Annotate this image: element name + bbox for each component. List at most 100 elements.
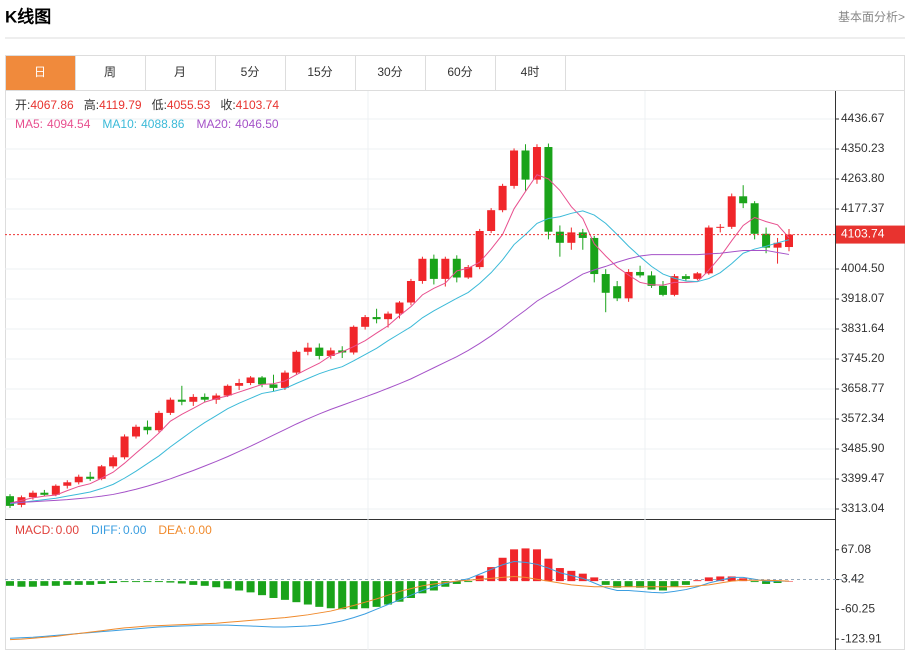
y-tick-label: 3831.64	[841, 321, 885, 335]
macd-bar	[315, 581, 324, 607]
candle-body	[475, 231, 484, 268]
tab[interactable]	[145, 55, 216, 91]
tab-label[interactable]: 30分	[377, 65, 402, 79]
macd-bar	[154, 581, 163, 583]
macd-line	[9, 575, 790, 641]
candle-body	[716, 226, 725, 228]
candle-body	[555, 231, 564, 243]
macd-bar	[200, 581, 209, 586]
tab-label[interactable]: 4时	[521, 65, 540, 79]
macd-bar	[418, 581, 427, 594]
tab-label[interactable]: 周	[104, 65, 116, 79]
macd-bar	[693, 580, 702, 582]
tab[interactable]	[355, 55, 426, 91]
candle-body	[441, 258, 450, 279]
fundamental-link[interactable]: 基本面分析>	[838, 10, 905, 24]
macd-bar	[578, 573, 587, 582]
y-tick-label: 4436.67	[841, 111, 885, 125]
tab-label[interactable]: 5分	[241, 65, 260, 79]
macd-bar	[6, 581, 14, 586]
tab[interactable]	[75, 55, 146, 91]
tab-label[interactable]: 日	[34, 65, 46, 79]
macd-bar	[120, 581, 129, 583]
macd-bar	[17, 581, 26, 587]
macd-bar	[406, 581, 415, 598]
info-value: 4103.74	[236, 98, 280, 112]
tab[interactable]	[495, 55, 566, 91]
macd-bar	[269, 581, 278, 598]
macd-bar	[624, 581, 633, 587]
y-tick-label: 3745.20	[841, 351, 885, 365]
y-tick-label: 4177.37	[841, 201, 885, 215]
macd-bar	[189, 581, 198, 585]
tab-label[interactable]: 60分	[447, 65, 472, 79]
macd-bar	[670, 581, 679, 587]
macd-bar	[750, 581, 759, 583]
candle-body	[361, 317, 370, 327]
tab-label[interactable]: 15分	[307, 65, 332, 79]
macd-bar	[86, 581, 95, 585]
macd-bar	[727, 576, 736, 582]
candle-body	[143, 426, 152, 431]
info-label: 开:	[15, 98, 30, 112]
candle-body	[750, 203, 759, 234]
macd-bar	[40, 581, 49, 586]
y-tick-label: 3485.90	[841, 441, 885, 455]
candle-body	[647, 275, 656, 286]
y-tick-label: 3572.34	[841, 411, 885, 425]
candle-body	[487, 210, 496, 232]
candle-body	[578, 232, 587, 238]
macd-bar	[555, 568, 564, 582]
candle-body	[406, 280, 415, 303]
info-value: 4055.53	[167, 98, 211, 112]
macd-bar	[223, 581, 232, 589]
candle-body	[636, 271, 645, 276]
macd-bar	[177, 581, 186, 584]
candle-body	[590, 237, 599, 275]
macd-bar	[384, 581, 393, 605]
y-tick-label: 4263.80	[841, 171, 885, 185]
macd-bar	[521, 548, 530, 582]
candle-body	[51, 485, 60, 495]
legend-value: 4094.54	[47, 117, 91, 131]
candle-body	[97, 466, 106, 479]
candle-body	[773, 242, 782, 248]
candle-body	[154, 412, 163, 431]
tab-label[interactable]: 月	[174, 65, 186, 79]
macd-bar	[212, 581, 221, 588]
macd-bar	[51, 581, 60, 586]
candle-body	[326, 350, 335, 356]
candle-body	[532, 147, 541, 180]
macd-bar	[280, 581, 289, 600]
macd-bar	[429, 581, 438, 591]
macd-bar	[258, 581, 267, 596]
macd-bar	[613, 581, 622, 588]
macd-bar	[74, 581, 83, 585]
y-tick-label: 67.08	[841, 542, 871, 556]
info-value: 4119.79	[99, 98, 142, 112]
macd-bar	[601, 581, 610, 585]
macd-bar	[544, 558, 553, 582]
candle-body	[521, 150, 530, 180]
candle-body	[464, 267, 473, 278]
tab[interactable]	[215, 55, 286, 91]
candle-body	[429, 258, 438, 279]
legend-name: MA10:	[102, 117, 137, 131]
macd-bar	[166, 581, 175, 583]
legend-name: MACD:	[15, 523, 54, 537]
macd-bar	[452, 581, 461, 584]
legend-name: MA20:	[196, 117, 231, 131]
ma-line	[9, 210, 790, 505]
info-value: 4067.86	[30, 98, 74, 112]
candle-body	[200, 396, 209, 400]
y-tick-label: 3658.77	[841, 381, 885, 395]
candle-body	[601, 274, 610, 293]
macd-bar	[647, 581, 656, 590]
candle-body	[189, 396, 198, 402]
candle-body	[658, 285, 667, 295]
candle-body	[349, 326, 358, 353]
legend-name: DIFF:	[91, 523, 121, 537]
tab[interactable]	[5, 55, 76, 91]
candle-body	[17, 497, 26, 505]
